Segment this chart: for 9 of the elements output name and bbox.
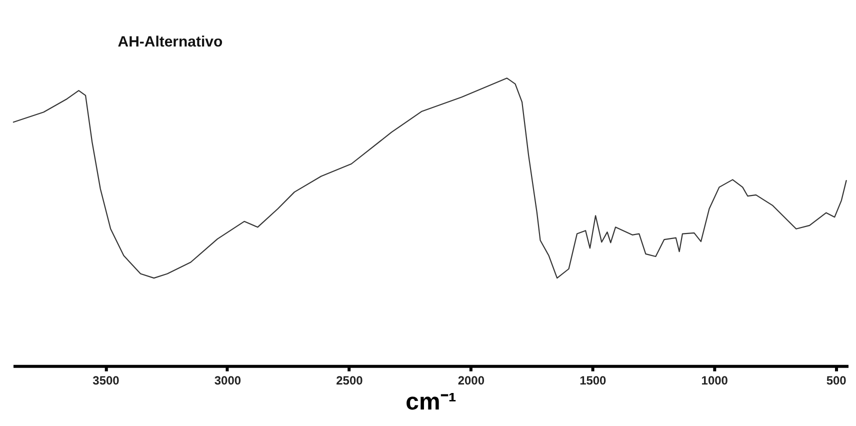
x-tick-label: 3000 <box>214 373 242 388</box>
x-axis-title: cm⁻¹ <box>406 388 456 416</box>
x-tick-label: 1500 <box>580 373 607 388</box>
x-tick-label: 2000 <box>458 373 485 388</box>
x-tick-label: 2500 <box>336 373 364 388</box>
x-tick-label: 3500 <box>92 373 120 388</box>
chart-title: AH-Alternativo <box>118 34 223 51</box>
x-tick-label: 500 <box>826 373 847 388</box>
x-tick-label: 1000 <box>701 373 728 388</box>
